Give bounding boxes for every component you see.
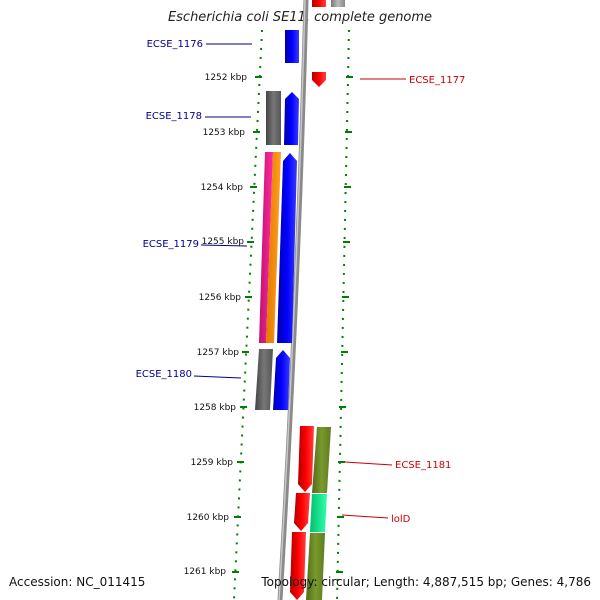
cds-blue-ecse-1179[interactable] — [277, 153, 297, 343]
genome-summary-text: Topology: circular; Length: 4,887,515 bp… — [261, 575, 591, 589]
cds-blue-ecse-1178[interactable] — [284, 92, 299, 145]
cds-blue-ecse-1176[interactable] — [285, 30, 299, 63]
cds-red-ecse-1181[interactable] — [298, 426, 314, 492]
tick-label: 1258 kbp — [194, 403, 237, 413]
genome-backbone — [277, 0, 309, 600]
cds-red-bottom[interactable] — [290, 532, 306, 600]
map-title: Escherichia coli SE11, complete genome — [167, 10, 433, 25]
tick-label: 1253 kbp — [203, 128, 246, 138]
feature-gray-top[interactable] — [331, 0, 345, 7]
cds-red-ecse-1177[interactable] — [312, 72, 326, 87]
gene-label-lold[interactable]: lolD — [391, 514, 411, 525]
leader-line-ecse-1181 — [344, 461, 393, 466]
tick-label: 1257 kbp — [197, 348, 240, 358]
feature-olive-bottom[interactable] — [306, 533, 325, 600]
tick-label: 1252 kbp — [205, 73, 248, 83]
feature-teal-lold[interactable] — [310, 494, 327, 532]
feature-gray-ecse-1178[interactable] — [266, 91, 281, 145]
tick-label: 1260 kbp — [187, 513, 230, 523]
cds-blue-ecse-1180[interactable] — [273, 350, 290, 410]
tick-label: 1254 kbp — [201, 183, 244, 193]
feature-olive-ecse-1181[interactable] — [312, 427, 331, 493]
tick-label: 1255 kbp — [202, 237, 245, 247]
leader-line-ecse-1180 — [193, 375, 242, 379]
leader-line-lold — [341, 514, 389, 519]
gene-label-ecse-1180[interactable]: ECSE_1180 — [136, 369, 192, 380]
gene-label-ecse-1178[interactable]: ECSE_1178 — [146, 111, 202, 122]
feature-magenta-ecse-1179[interactable] — [259, 152, 273, 343]
accession-text: Accession: NC_011415 — [9, 575, 146, 589]
tick-label: 1256 kbp — [199, 293, 242, 303]
tick-label: 1259 kbp — [191, 458, 234, 468]
feature-red-top[interactable] — [312, 0, 326, 7]
feature-gray-ecse-1180[interactable] — [255, 349, 273, 410]
leader-line-ecse-1179 — [200, 244, 248, 247]
genome-backbone-highlight — [278, 0, 306, 600]
gene-label-ecse-1181[interactable]: ECSE_1181 — [395, 460, 451, 471]
gene-label-ecse-1177[interactable]: ECSE_1177 — [409, 75, 465, 86]
gene-label-ecse-1176[interactable]: ECSE_1176 — [147, 39, 203, 50]
tick-marks — [232, 76, 353, 573]
tick-label: 1261 kbp — [184, 567, 227, 577]
tick-label-group: 1252 kbp 1253 kbp 1254 kbp 1255 kbp 1256… — [184, 73, 248, 577]
gene-label-ecse-1179[interactable]: ECSE_1179 — [143, 239, 199, 250]
cds-red-lold[interactable] — [294, 493, 310, 531]
feature-orange-ecse-1179[interactable] — [266, 152, 281, 343]
